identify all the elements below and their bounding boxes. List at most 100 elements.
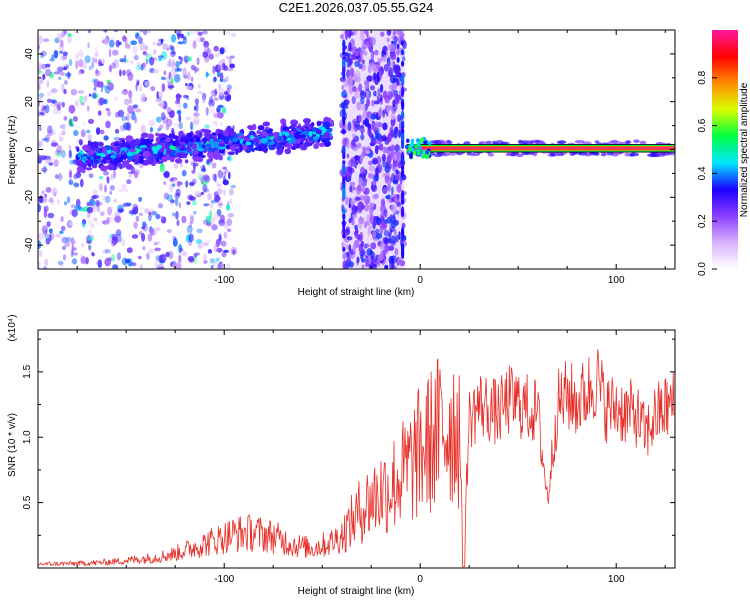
burst-blob — [344, 196, 350, 206]
noise-blob — [56, 33, 63, 40]
noise-blob — [88, 235, 95, 239]
burst-blob — [341, 85, 344, 90]
burst-blob — [348, 159, 354, 168]
burst-blob — [394, 94, 400, 104]
burst-edge-blob — [342, 128, 346, 135]
burst-blob — [376, 62, 381, 70]
noise-blob — [104, 184, 107, 193]
burst-blob — [392, 99, 396, 108]
noise-blob — [150, 127, 153, 133]
noise-blob — [230, 32, 237, 38]
noise-blob — [178, 114, 182, 123]
noise-blob — [43, 105, 47, 110]
noise-blob — [92, 204, 96, 213]
burst-blob — [342, 252, 347, 260]
trace-blob — [120, 142, 128, 148]
noise-blob — [98, 183, 103, 192]
noise-blob — [74, 204, 81, 211]
burst-blob — [396, 79, 400, 86]
burst-blob — [349, 185, 353, 193]
noise-blob — [225, 204, 231, 211]
noise-blob — [59, 39, 64, 48]
noise-blob — [190, 215, 195, 224]
trace-blob — [191, 143, 198, 151]
noise-blob — [174, 73, 181, 83]
noise-blob — [127, 104, 134, 114]
noise-blob — [193, 112, 200, 117]
noise-blob — [115, 39, 120, 48]
burst-blob — [354, 60, 360, 67]
noise-blob — [51, 88, 58, 94]
noise-blob — [53, 159, 59, 168]
noise-blob — [46, 221, 51, 228]
noise-blob — [86, 105, 90, 112]
noise-blob — [138, 196, 143, 202]
burst-blob — [344, 51, 349, 57]
burst-blob — [389, 176, 392, 184]
noise-blob — [95, 199, 100, 208]
trace-blob — [229, 145, 236, 150]
burst-edge-blob — [342, 58, 346, 68]
trace-blob — [107, 163, 115, 171]
noise-blob — [136, 80, 140, 86]
noise-blob — [183, 94, 189, 99]
burst-edge-blob — [342, 232, 346, 239]
noise-blob — [166, 229, 172, 234]
noise-blob — [78, 59, 84, 68]
noise-blob — [62, 245, 67, 251]
noise-blob — [174, 197, 179, 207]
burst-blob — [373, 100, 380, 105]
colorbar: 0.0 0.2 0.4 0.6 0.8 Normalized spectral ampl… — [697, 30, 750, 276]
burst-blob — [372, 72, 377, 81]
noise-blob — [97, 259, 103, 269]
spectrogram-panel: -100 0 100 -40 -20 0 20 40 Height of straight … — [7, 29, 676, 298]
noise-blob — [186, 201, 191, 206]
burst-blob — [359, 91, 367, 99]
noise-blob — [229, 55, 235, 59]
noise-blob — [154, 247, 161, 252]
burst-blob — [346, 140, 351, 150]
trace-blob — [169, 156, 175, 163]
burst-blob — [387, 132, 392, 143]
burst-blob — [394, 248, 399, 256]
noise-blob — [72, 182, 80, 187]
y-tick-label: 40 — [24, 48, 35, 60]
noise-blob — [113, 30, 119, 33]
x-tick-label: 0 — [417, 574, 423, 585]
noise-blob — [105, 120, 111, 129]
noise-blob — [223, 231, 228, 239]
noise-blob — [216, 108, 220, 114]
noise-blob — [220, 240, 227, 247]
trace-blob — [208, 147, 215, 152]
burst-blob — [396, 43, 400, 49]
burst-blob — [365, 30, 369, 38]
noise-blob — [110, 205, 114, 211]
tone-halo-blob — [447, 152, 457, 156]
noise-blob — [202, 219, 209, 225]
noise-blob — [44, 258, 49, 266]
burst-edge-blob — [401, 199, 405, 205]
noise-blob — [80, 256, 87, 265]
noise-blob — [143, 62, 147, 71]
noise-blob — [219, 235, 222, 245]
burst-edge-blob — [401, 86, 405, 98]
tone-halo-blob — [574, 140, 585, 144]
trace-blob — [125, 163, 133, 170]
noise-blob — [90, 223, 95, 229]
burst-blob — [377, 58, 383, 64]
burst-blob — [376, 233, 383, 239]
noise-blob — [154, 227, 161, 232]
noise-blob — [190, 64, 196, 71]
noise-blob — [147, 30, 152, 34]
burst-blob — [340, 101, 347, 109]
noise-blob — [132, 203, 139, 213]
noise-blob — [133, 54, 139, 61]
burst-edge-blob — [342, 113, 346, 126]
noise-blob — [224, 220, 229, 230]
burst-blob — [373, 237, 379, 242]
noise-blob — [91, 92, 97, 99]
trace-blob — [157, 152, 164, 158]
noise-blob — [203, 260, 208, 264]
burst-blob — [372, 219, 376, 230]
noise-blob — [161, 51, 168, 60]
